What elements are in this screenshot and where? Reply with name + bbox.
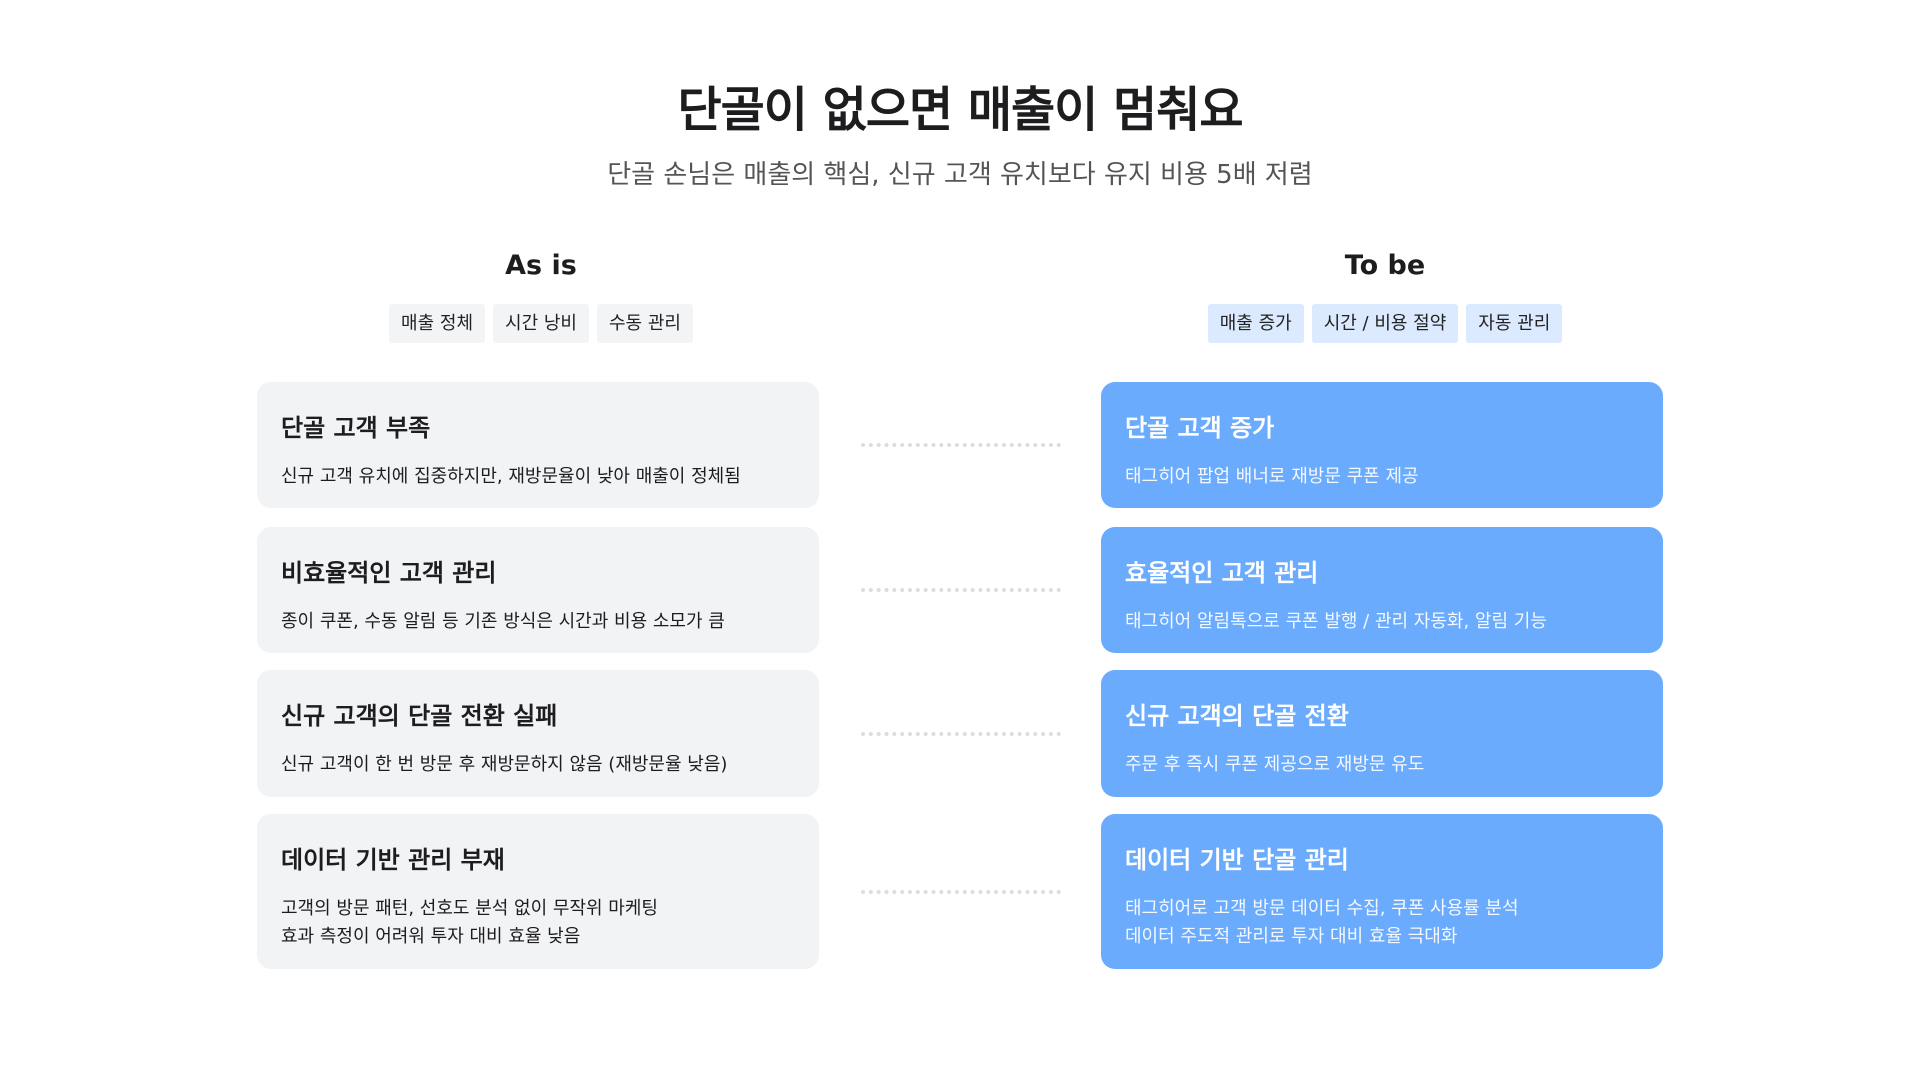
- page-title: 단골이 없으면 매출이 멈춰요: [677, 82, 1243, 138]
- tag: 시간 낭비: [493, 304, 589, 343]
- as-is-tags: 매출 정체 시간 낭비 수동 관리: [141, 304, 941, 343]
- dotted-connector: [861, 889, 1061, 894]
- card-title: 단골 고객 부족: [281, 414, 431, 442]
- tag: 시간 / 비용 절약: [1311, 304, 1459, 343]
- as-is-heading: As is: [505, 250, 577, 281]
- card-title: 데이터 기반 단골 관리: [1125, 846, 1349, 874]
- card-title: 효율적인 고객 관리: [1125, 559, 1319, 587]
- card-description: 신규 고객이 한 번 방문 후 재방문하지 않음 (재방문율 낮음): [281, 754, 728, 775]
- card-description: 태그히어로 고객 방문 데이터 수집, 쿠폰 사용률 분석: [1125, 898, 1519, 919]
- page-subtitle: 단골 손님은 매출의 핵심, 신규 고객 유치보다 유지 비용 5배 저렴: [607, 160, 1313, 190]
- tag: 매출 증가: [1207, 304, 1304, 343]
- card-description: 주문 후 즉시 쿠폰 제공으로 재방문 유도: [1125, 754, 1425, 775]
- tag: 매출 정체: [389, 304, 486, 343]
- dotted-connector: [861, 443, 1061, 447]
- card-title: 단골 고객 증가: [1125, 414, 1275, 442]
- card-title: 신규 고객의 단골 전환 실패: [281, 702, 558, 730]
- card-description: 종이 쿠폰, 수동 알림 등 기존 방식은 시간과 비용 소모가 큼: [281, 611, 725, 632]
- card-description: 신규 고객 유치에 집중하지만, 재방문율이 낮아 매출이 정체됨: [281, 466, 741, 487]
- card-description: 데이터 주도적 관리로 투자 대비 효율 극대화: [1125, 926, 1458, 947]
- to-be-tags: 매출 증가 시간 / 비용 절약 자동 관리: [985, 304, 1785, 343]
- card-title: 신규 고객의 단골 전환: [1125, 702, 1349, 730]
- dotted-connector: [861, 588, 1061, 592]
- tag: 수동 관리: [596, 304, 693, 343]
- tag: 자동 관리: [1466, 304, 1563, 343]
- card-description: 태그히어 알림톡으로 쿠폰 발행 / 관리 자동화, 알림 기능: [1125, 611, 1547, 632]
- card-description: 태그히어 팝업 배너로 재방문 쿠폰 제공: [1125, 466, 1419, 487]
- card-title: 데이터 기반 관리 부재: [281, 846, 505, 874]
- dotted-connector: [861, 731, 1061, 736]
- to-be-heading: To be: [1344, 250, 1426, 281]
- card-description: 효과 측정이 어려워 투자 대비 효율 낮음: [281, 926, 581, 947]
- card-description: 고객의 방문 패턴, 선호도 분석 없이 무작위 마케팅: [281, 898, 658, 919]
- card-title: 비효율적인 고객 관리: [281, 559, 497, 587]
